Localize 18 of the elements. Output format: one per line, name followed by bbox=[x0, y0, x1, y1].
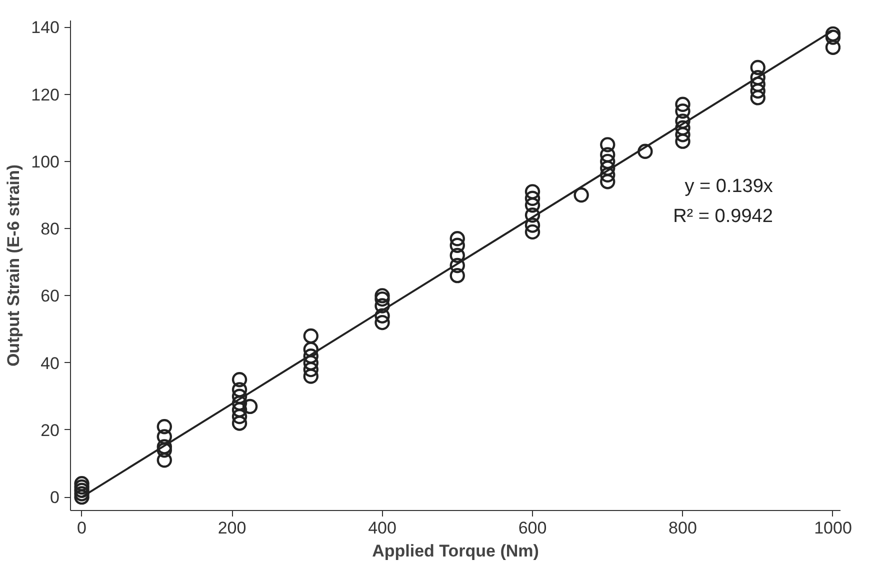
y-axis-title: Output Strain (E-6 strain) bbox=[4, 164, 24, 367]
annotation: y = 0.139x bbox=[684, 176, 774, 197]
x-tick-label: 800 bbox=[668, 518, 697, 538]
x-tick-label: 400 bbox=[368, 518, 396, 538]
x-tick-label: 200 bbox=[218, 518, 246, 538]
y-tick-label: 0 bbox=[50, 488, 60, 508]
y-tick-label: 20 bbox=[40, 420, 60, 440]
x-tick-label: 600 bbox=[518, 518, 547, 538]
annotation: R² = 0.9942 bbox=[673, 206, 773, 228]
x-tick-label: 1000 bbox=[814, 518, 852, 538]
x-axis-title: Applied Torque (Nm) bbox=[372, 542, 539, 560]
y-tick-label: 80 bbox=[40, 220, 60, 239]
y-tick-label: 60 bbox=[40, 286, 60, 306]
y-tick-label: 140 bbox=[31, 18, 60, 38]
y-tick-label: 120 bbox=[31, 85, 60, 104]
y-tick-label: 100 bbox=[31, 152, 60, 172]
x-tick-label: 0 bbox=[77, 518, 87, 538]
y-tick-label: 40 bbox=[40, 354, 60, 373]
